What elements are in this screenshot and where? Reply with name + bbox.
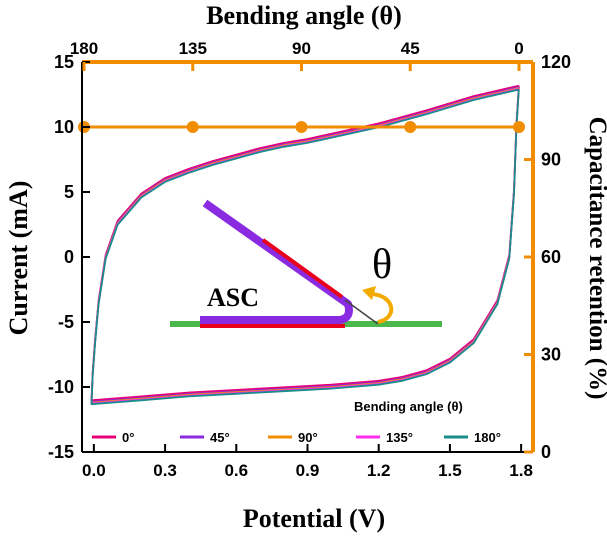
inset-arrow-head	[362, 286, 376, 300]
inset-angle-arrow	[371, 292, 394, 324]
bending-inset: ASC θ	[170, 199, 442, 328]
y-tick-label: 10	[54, 117, 74, 137]
inset-device-label: ASC	[207, 283, 259, 312]
x-tick-label: 1.5	[438, 461, 462, 480]
x-tick-label: 0.0	[82, 461, 106, 480]
right-tick-label: 60	[541, 247, 561, 267]
cv-curves	[90, 84, 520, 406]
right-tick-label: 30	[541, 345, 561, 365]
x-axis-title: Potential (V)	[243, 504, 385, 533]
right-tick-label: 0	[541, 442, 551, 462]
x-tick-label: 1.8	[509, 461, 533, 480]
legend-label: 135°	[386, 430, 413, 445]
y-tick-label: 15	[54, 52, 74, 72]
cv-curve-0deg	[90, 84, 520, 402]
y-tick-label: 0	[64, 247, 74, 267]
retention-series	[78, 121, 525, 133]
legend: 0° 45° 90° 135° 180°	[92, 430, 501, 445]
top-tick-label: 135	[179, 39, 207, 58]
y-tick-label: -15	[48, 442, 74, 462]
top-tick-label: 0	[514, 39, 523, 58]
top-axis-title: Bending angle (θ)	[206, 1, 402, 30]
legend-label: 45°	[210, 430, 230, 445]
retention-point	[404, 121, 417, 133]
axes	[81, 60, 535, 453]
y-tick-label: -5	[58, 312, 74, 332]
retention-point	[186, 121, 199, 133]
y-axis-title: Current (mA)	[4, 181, 33, 336]
x-tick-label: 0.9	[296, 461, 320, 480]
right-axis-title: Capacitance retention (%)	[584, 117, 607, 400]
inset-angle-symbol: θ	[372, 242, 392, 288]
right-tick-label: 90	[541, 150, 561, 170]
y-tick-label: -10	[48, 377, 74, 397]
x-tick-label: 0.6	[224, 461, 248, 480]
top-tick-label: 90	[292, 39, 311, 58]
x-tick-label: 1.2	[367, 461, 391, 480]
x-tick-label: 0.3	[153, 461, 177, 480]
y-tick-label: 5	[64, 182, 74, 202]
retention-point	[295, 121, 308, 133]
legend-title: Bending angle (θ)	[354, 399, 463, 414]
legend-label: 0°	[122, 430, 134, 445]
top-tick-label: 45	[401, 39, 420, 58]
legend-label: 180°	[474, 430, 501, 445]
cv-curve-180deg	[90, 88, 520, 406]
top-tick-label: 180	[70, 39, 98, 58]
inset-bent-arm	[200, 199, 353, 324]
legend-label: 90°	[298, 430, 318, 445]
right-tick-label: 120	[541, 52, 571, 72]
inset-electrode-top	[261, 238, 344, 299]
inset-angle-line	[344, 299, 379, 325]
retention-point	[513, 121, 525, 133]
